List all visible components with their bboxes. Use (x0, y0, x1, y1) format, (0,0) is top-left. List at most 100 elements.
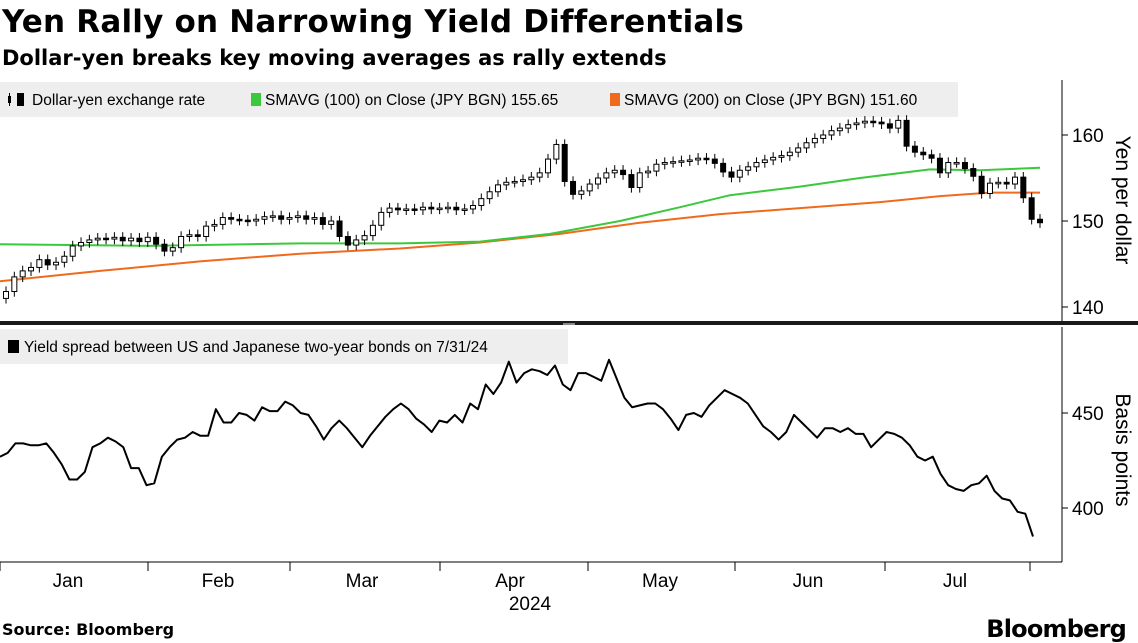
candle (428, 202, 435, 215)
candle-up (795, 147, 802, 153)
candle (236, 214, 243, 226)
legend-item-dollar-yen: Dollar-yen exchange rate (8, 92, 205, 109)
candle-up (745, 166, 752, 171)
sma100-legend-swatch (251, 93, 261, 106)
chart-title: Yen Rally on Narrowing Yield Differentia… (2, 4, 745, 40)
sma200-line (0, 191, 1040, 283)
candle (845, 119, 852, 134)
candle-up (578, 190, 585, 195)
candle (970, 163, 977, 182)
candle (536, 167, 543, 183)
candle (394, 202, 401, 215)
candle (761, 154, 768, 168)
candle (253, 214, 260, 227)
panel-divider-handle[interactable] (563, 323, 575, 325)
candle (903, 115, 910, 152)
candle-up (520, 179, 526, 182)
candle-up (686, 159, 693, 162)
candle (720, 158, 727, 178)
candle-up (678, 160, 685, 163)
candle-down (303, 215, 310, 220)
candle-down (628, 174, 635, 188)
candle-up (553, 143, 560, 160)
candle-up (995, 181, 1002, 185)
candle (695, 153, 702, 166)
candle-up (811, 137, 818, 144)
candle-up (586, 183, 593, 192)
candle-down (903, 119, 910, 147)
candle (294, 210, 301, 223)
candle (828, 125, 835, 141)
yield-spread-series (0, 358, 1034, 537)
candle-up (261, 216, 268, 220)
candle (186, 229, 193, 242)
candle-up (853, 122, 860, 126)
candle (878, 116, 885, 129)
candle-down (936, 157, 943, 174)
x-axis-month-label: Jun (793, 571, 824, 592)
candle-up (61, 255, 68, 263)
candle-up (611, 169, 618, 174)
candle (986, 178, 993, 199)
candle-up (253, 218, 260, 222)
candle (53, 257, 60, 271)
candle (361, 230, 368, 246)
candle (511, 176, 518, 188)
candle-down (394, 207, 401, 211)
price-y-tick-label: 150 (1072, 212, 1104, 233)
candle (936, 153, 943, 178)
candle (461, 203, 468, 215)
chart-subtitle: Dollar-yen breaks key moving averages as… (2, 46, 667, 70)
candle-up (945, 162, 952, 174)
candle-up (461, 208, 468, 211)
candle (1028, 192, 1035, 225)
candle-down (44, 259, 51, 266)
candle-down (978, 175, 985, 194)
candle (928, 149, 935, 164)
candle (861, 116, 868, 129)
candle-down (970, 168, 977, 177)
candle (303, 210, 310, 225)
candle-down (228, 217, 235, 220)
candle (386, 202, 393, 218)
candle-down (703, 157, 710, 161)
candle (419, 202, 426, 215)
candle-up (53, 261, 60, 266)
candle-down (570, 180, 577, 195)
candle (319, 212, 326, 230)
candle (36, 254, 43, 273)
candle (44, 254, 51, 271)
candle (628, 169, 635, 193)
candle (69, 240, 76, 262)
candle-up (19, 270, 26, 278)
candle-up (986, 182, 993, 194)
candle (870, 116, 877, 128)
candle (920, 147, 927, 160)
candle-up (753, 162, 760, 168)
legend-item-sma200: SMAVG (200) on Close (JPY BGN) 151.60 (610, 92, 918, 109)
candle-up (386, 207, 393, 213)
candle-down (319, 217, 326, 225)
chart-area: Dollar-yen exchange rate SMAVG (100) on … (0, 80, 1138, 612)
candle-down (194, 234, 201, 237)
candle (886, 118, 893, 134)
price-panel: Dollar-yen exchange rate SMAVG (100) on … (0, 80, 1134, 321)
candle-up (653, 163, 660, 172)
candle (286, 212, 293, 225)
sma100-series (0, 166, 1041, 247)
price-y-axis-title: Yen per dollar (1111, 136, 1134, 265)
candle-up (770, 156, 777, 161)
candle-down (103, 237, 110, 241)
candle (795, 142, 802, 158)
candle-up (219, 217, 226, 225)
candle (119, 232, 126, 246)
candle-up (203, 225, 210, 237)
candle-up (661, 162, 668, 165)
candle (603, 167, 610, 184)
candle (520, 174, 526, 187)
candle-down (344, 235, 351, 246)
candle (561, 139, 568, 187)
candle (411, 203, 418, 215)
candle (745, 161, 752, 176)
candle-up (111, 236, 118, 240)
